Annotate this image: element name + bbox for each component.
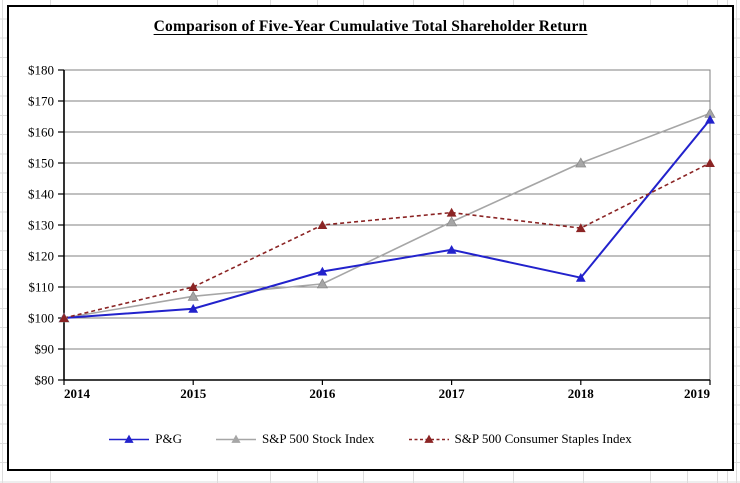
series-line-2 xyxy=(63,162,711,319)
legend-item-sp500: S&P 500 Stock Index xyxy=(215,431,375,447)
chart-panel: Comparison of Five-Year Cumulative Total… xyxy=(7,5,734,471)
data-point-marker xyxy=(575,157,587,168)
legend-item-staples: S&P 500 Consumer Staples Index xyxy=(408,431,632,447)
data-point-marker xyxy=(575,223,586,233)
data-point-marker xyxy=(705,114,715,124)
y-tick-label: $110 xyxy=(28,280,54,295)
y-tick-label: $90 xyxy=(35,342,55,357)
legend-label-pg: P&G xyxy=(155,431,182,446)
staples-line-marker-icon xyxy=(408,434,449,443)
y-tick-label: $80 xyxy=(35,373,55,388)
x-tick-label: 2016 xyxy=(309,386,336,401)
series-line-1 xyxy=(63,112,711,319)
y-tick-label: $160 xyxy=(28,125,54,140)
data-point-marker xyxy=(316,278,328,289)
x-tick-label: 2014 xyxy=(64,386,91,401)
data-point-marker xyxy=(317,220,328,229)
data-point-marker xyxy=(187,290,199,301)
x-tick-label: 2015 xyxy=(180,386,207,401)
y-tick-label: $140 xyxy=(28,187,54,202)
pg-line-marker-icon xyxy=(109,434,150,443)
data-point-marker xyxy=(705,158,715,167)
data-point-marker xyxy=(575,272,586,282)
y-tick-label: $150 xyxy=(28,156,54,171)
legend-label-sp500: S&P 500 Stock Index xyxy=(261,431,375,446)
y-tick-label: $170 xyxy=(28,94,54,109)
plot-area: $80 $90 $100 $110 $120 $130 $140 $150 $160 $170 $1… xyxy=(28,63,716,401)
sheet-column-line xyxy=(736,0,737,483)
data-point-marker xyxy=(188,303,199,313)
data-point-marker xyxy=(59,313,69,322)
legend-label-staples: S&P 500 Consumer Staples Index xyxy=(454,431,632,446)
sheet-column-line xyxy=(2,0,3,483)
data-point-marker xyxy=(188,282,199,291)
sp500-line-marker-icon xyxy=(215,434,256,443)
x-tick-label: 2017 xyxy=(439,386,466,401)
legend: P&G S&P 500 Stock Index S&P 500 Consumer… xyxy=(9,431,732,447)
data-point-marker xyxy=(317,266,328,276)
y-tick-label: $120 xyxy=(28,249,54,264)
y-tick-label: $130 xyxy=(28,218,54,233)
series-line-0 xyxy=(63,118,711,319)
data-point-marker xyxy=(446,216,458,227)
y-tick-label: $180 xyxy=(28,63,54,78)
chart-title: Comparison of Five-Year Cumulative Total… xyxy=(153,18,588,35)
x-tick-label: 2018 xyxy=(568,386,595,401)
data-point-marker xyxy=(446,207,457,217)
legend-item-pg: P&G xyxy=(109,431,182,447)
y-tick-label: $100 xyxy=(28,311,54,326)
x-tick-label: 2019 xyxy=(684,386,711,401)
data-point-marker xyxy=(446,245,457,254)
